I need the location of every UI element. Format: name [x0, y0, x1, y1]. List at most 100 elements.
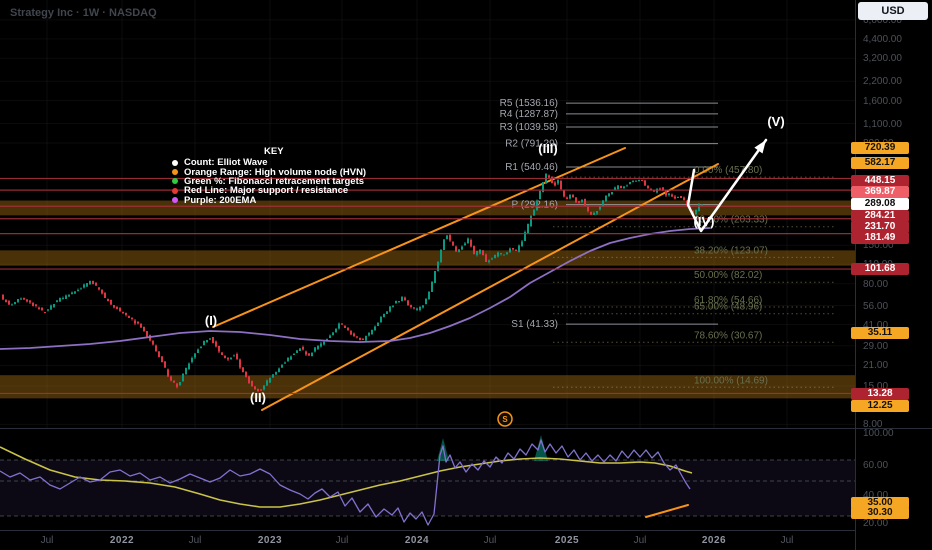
hvn-band[interactable]: [0, 200, 855, 216]
time-label-year[interactable]: 2022: [109, 535, 135, 546]
candle-body: [557, 180, 559, 184]
candle-body: [623, 186, 625, 189]
split-marker[interactable]: S: [497, 411, 513, 427]
candle-body: [239, 359, 241, 368]
candle-body: [83, 284, 85, 288]
candle-body: [368, 333, 370, 336]
currency-usd-button[interactable]: USD: [858, 2, 928, 20]
fib-retracement-group[interactable]: 0.00% (457.80) 23.60% (203.33) 38.20% (123…: [553, 165, 836, 388]
legend-item-label: Orange Range: High volume node (HVN): [184, 166, 367, 178]
time-label-month[interactable]: Jul: [188, 535, 202, 546]
candle-body: [128, 315, 130, 318]
candle-body: [563, 190, 565, 197]
candle-body: [578, 201, 580, 203]
candle-body: [134, 320, 136, 324]
time-label-month[interactable]: Jul: [633, 535, 647, 546]
candle-body: [71, 292, 73, 295]
candle-body: [437, 261, 439, 272]
pivot-levels-group[interactable]: R5 (1536.16)R4 (1287.87) R3 (1039.58) R2 (…: [500, 98, 718, 330]
candle-body: [461, 246, 463, 250]
indicator-tick-label: 60.00: [863, 460, 889, 471]
candle-body: [317, 345, 319, 350]
rsi-svg[interactable]: [0, 428, 855, 530]
time-label-year[interactable]: 2026: [701, 535, 727, 546]
candle-body: [290, 356, 292, 360]
candle-body: [353, 333, 355, 336]
time-label-year[interactable]: 2023: [257, 535, 283, 546]
hvn-band[interactable]: [0, 375, 855, 399]
candle-body: [62, 297, 64, 299]
fib-level-label: 100.00% (14.69): [694, 375, 768, 386]
elliott-wave-label[interactable]: (V): [767, 114, 784, 129]
candle-body: [629, 182, 631, 184]
time-label-month[interactable]: Jul: [780, 535, 794, 546]
legend-item-label: Purple: 200EMA: [184, 194, 257, 206]
candle-body: [506, 252, 508, 255]
hvn-band[interactable]: [0, 250, 855, 266]
candle-body: [587, 205, 589, 212]
price-badge: 582.17: [851, 157, 909, 169]
candle-body: [218, 345, 220, 352]
candle-body: [26, 299, 28, 302]
candle-body: [695, 209, 697, 215]
candle-body: [182, 373, 184, 382]
candle-body: [65, 295, 67, 299]
candle-body: [200, 346, 202, 349]
candle-body: [422, 305, 424, 308]
candle-body: [665, 190, 667, 196]
candle-body: [332, 332, 334, 336]
elliott-wave-label[interactable]: (IV): [694, 214, 715, 229]
time-label-year[interactable]: 2024: [404, 535, 430, 546]
time-label-month[interactable]: Jul: [335, 535, 349, 546]
pivot-level-label: R1 (540.46): [505, 162, 558, 173]
price-badge: 369.87: [851, 186, 909, 198]
main-chart-pane[interactable]: R5 (1536.16) R4 (1287.87) R3 (1039.58) R2 (…: [0, 0, 855, 428]
candle-body: [167, 369, 169, 377]
time-axis[interactable]: Jul 2022 Jul 2023 Jul 2024 Jul 2025 Jul 2026 Jul: [0, 530, 932, 550]
legend-item: Orange Range: High volume node (HVN): [168, 166, 367, 178]
trend-channel-line[interactable]: [261, 163, 719, 411]
candle-body: [17, 299, 19, 303]
candle-body: [11, 304, 13, 306]
candle-body: [374, 326, 376, 330]
candle-body: [662, 187, 664, 191]
candle-body: [251, 381, 253, 386]
time-label-year[interactable]: 2025: [554, 535, 580, 546]
candle-body: [275, 371, 277, 375]
time-label-month[interactable]: Jul: [483, 535, 497, 546]
legend-color-dot-icon: [172, 187, 178, 194]
candle-body: [500, 253, 502, 255]
legend-item-label: Red Line: Major support / resistance: [184, 185, 349, 197]
candle-body: [161, 356, 163, 363]
candle-body: [641, 180, 643, 182]
candle-body: [143, 326, 145, 332]
candle-body: [398, 301, 400, 303]
candle-body: [344, 325, 346, 329]
time-label-month[interactable]: Jul: [40, 535, 54, 546]
candle-body: [515, 250, 517, 252]
pane-separator[interactable]: [0, 428, 932, 429]
elliott-wave-label[interactable]: (III): [538, 141, 558, 156]
candle-body: [659, 188, 661, 190]
price-axis[interactable]: USD 6,000.00 4,400.00 3,200.00 2,200.00 1,60…: [851, 0, 932, 550]
candle-body: [626, 185, 628, 187]
candle-body: [56, 300, 58, 302]
candle-body: [125, 313, 127, 316]
rsi-trendline[interactable]: [645, 504, 689, 518]
candle-body: [74, 291, 76, 294]
price-badge: 35.11: [851, 327, 909, 339]
price-tick-label: 80.00: [863, 278, 889, 290]
projection-arrow[interactable]: [686, 138, 768, 233]
price-tick-label: 6,000.00: [863, 14, 902, 26]
indicator-tick-label: 40.00: [863, 490, 889, 501]
candle-body: [224, 355, 226, 358]
price-chart-svg[interactable]: R5 (1536.16)R4 (1287.87) R3 (1039.58) R2 (…: [0, 0, 855, 428]
elliott-wave-label[interactable]: (II): [250, 390, 266, 405]
candle-body: [287, 358, 289, 362]
rsi-indicator-pane[interactable]: [0, 428, 855, 530]
symbol-title[interactable]: Strategy Inc · 1W · NASDAQ: [10, 7, 157, 19]
elliott-wave-label[interactable]: (I): [205, 313, 217, 328]
candle-body: [575, 197, 577, 203]
price-tick-label: 41.00: [863, 319, 889, 331]
legend-color-dot-icon: [172, 169, 178, 176]
